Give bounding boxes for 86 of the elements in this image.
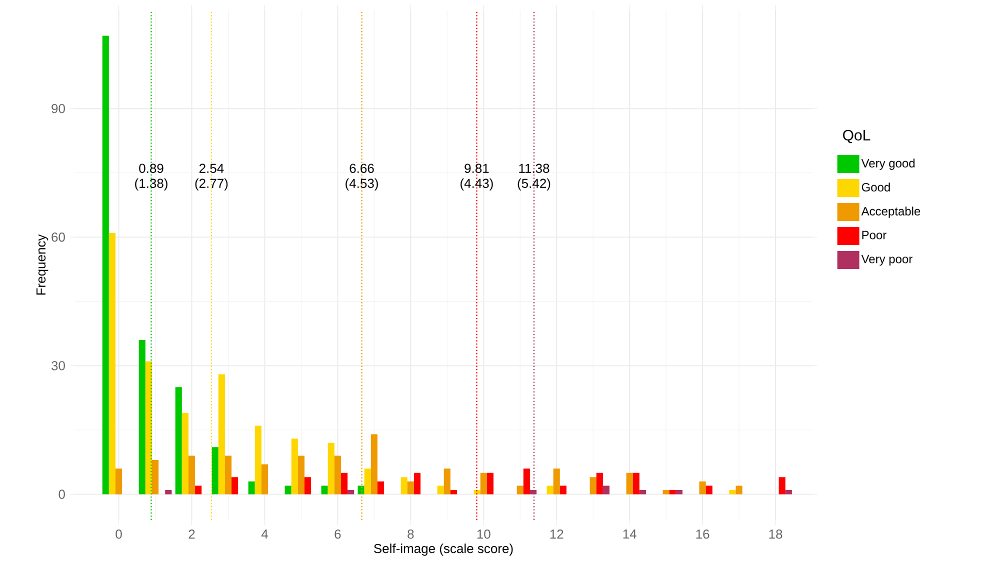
bar [450,490,458,494]
bar [334,456,341,494]
bar [602,486,610,494]
x-tick-label: 0 [116,530,122,539]
bar [590,477,596,494]
bar [254,426,262,494]
bar [195,486,202,494]
bar [632,472,640,494]
bar [138,340,146,494]
bar [639,490,646,494]
legend-label: Very good [861,158,915,170]
y-tick-label: 60 [52,232,65,242]
bar [729,490,736,494]
bar [437,486,444,494]
bar [480,472,487,494]
bar [321,486,328,494]
x-tick-label: 18 [769,530,782,539]
bar [218,374,225,494]
legend-title: QoL [843,130,870,144]
bar [188,456,196,494]
bar [175,387,182,494]
x-tick-label: 8 [408,530,414,539]
bar [116,468,122,494]
x-tick-label: 4 [261,530,268,538]
bar [596,472,603,494]
bar [669,490,676,494]
bar [348,490,354,494]
x-tick-label: 14 [623,530,636,538]
bar [364,468,371,494]
bar [261,464,268,494]
x-tick-label: 2 [188,530,195,539]
bar [328,442,334,494]
bar [523,468,530,494]
bar [145,361,152,494]
bar [486,472,494,494]
bar [414,472,421,494]
y-tick-label: 0 [58,490,65,499]
bar [291,438,298,494]
bar [284,486,292,494]
bar [676,490,682,494]
bar [304,477,312,494]
bar [785,490,792,494]
legend-label: Acceptable [861,206,920,218]
x-tick-label: 12 [550,530,564,539]
ref-line-label: 0.89 (1.38) [135,164,168,191]
bar [298,456,304,494]
bar [626,472,633,494]
bar [232,477,238,494]
ref-line-label: 6.66 (4.53) [346,164,378,191]
bar [400,477,408,494]
bar [165,490,172,494]
bar [546,486,554,494]
bar [736,486,742,494]
bar [699,481,706,494]
legend-label: Very poor [861,254,912,266]
ref-line-label: 2.54 (2.77) [195,164,228,191]
y-tick-label: 90 [52,104,65,114]
bar [224,456,232,494]
ref-line-label: 9.81 (4.43) [460,164,493,191]
x-tick-label: 6 [334,530,341,539]
bar [340,472,348,494]
bar [560,486,566,494]
bar [706,486,712,494]
bar [370,434,378,494]
x-axis-title: Self-image (scale score) [374,544,513,556]
legend-label: Poor [862,230,886,240]
legend-label: Good [862,182,890,192]
bar [516,486,524,494]
y-tick-label: 30 [52,361,65,370]
bar [102,36,109,494]
bar [248,481,255,494]
y-axis-title: Frequency [36,234,48,295]
bar [108,232,116,494]
bar [182,412,188,494]
x-tick-label: 10 [477,530,490,539]
bar [553,468,560,494]
ref-line-label: 11.38 (5.42) [518,164,550,191]
bar [212,447,218,494]
bar [778,477,786,494]
bar [662,490,670,494]
bar [377,481,384,494]
bar [444,468,450,494]
x-tick-label: 16 [696,530,710,539]
bar [407,481,414,494]
bar [358,486,364,494]
bar [152,460,159,494]
